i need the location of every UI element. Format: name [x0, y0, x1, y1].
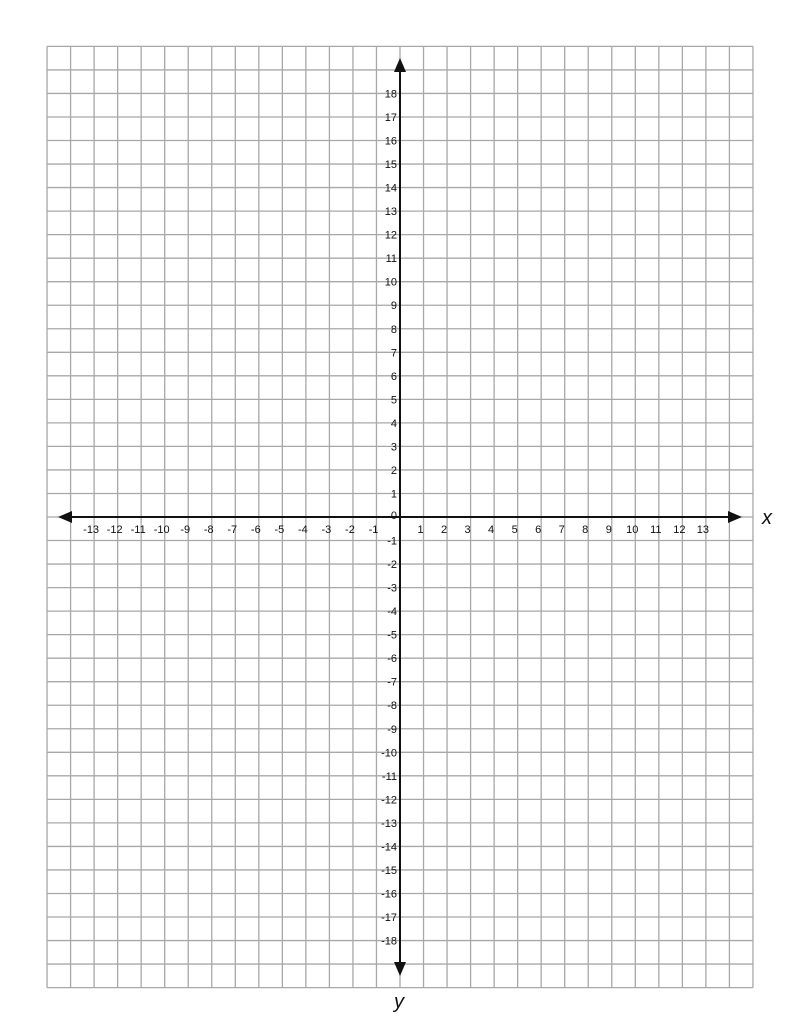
arrow-down-icon — [394, 962, 406, 976]
y-tick-label: -5 — [387, 630, 397, 642]
x-tick-label: 1 — [417, 524, 423, 536]
y-tick-label: -1 — [387, 536, 397, 548]
y-tick-label: -12 — [381, 794, 397, 806]
y-tick-label: 10 — [385, 277, 397, 289]
x-tick-label: -5 — [274, 524, 284, 536]
y-tick-label: 15 — [385, 159, 397, 171]
y-tick-label: 17 — [385, 112, 397, 124]
y-tick-label: 4 — [391, 418, 397, 430]
x-tick-label: -3 — [322, 524, 332, 536]
y-tick-label: 7 — [391, 347, 397, 359]
x-tick-label: 5 — [512, 524, 518, 536]
x-tick-label: -10 — [154, 524, 170, 536]
y-tick-label: 5 — [391, 394, 397, 406]
y-axis-label: y — [392, 991, 405, 1013]
x-tick-label: 7 — [559, 524, 565, 536]
x-tick-label: 8 — [582, 524, 588, 536]
x-tick-label: -4 — [298, 524, 308, 536]
x-tick-label: 4 — [488, 524, 494, 536]
y-tick-label: -18 — [381, 936, 397, 948]
x-tick-label: 10 — [626, 524, 638, 536]
y-tick-label: 12 — [385, 230, 397, 242]
y-tick-label: -9 — [387, 724, 397, 736]
y-tick-label: 9 — [391, 300, 397, 312]
y-tick-label: 16 — [385, 136, 397, 148]
x-tick-label: -2 — [345, 524, 355, 536]
y-tick-label: -6 — [387, 653, 397, 665]
y-tick-label: 6 — [391, 371, 397, 383]
x-tick-label: -11 — [131, 524, 146, 536]
y-tick-label: 2 — [391, 465, 397, 477]
x-tick-label: 2 — [441, 524, 447, 536]
y-tick-label: 13 — [385, 206, 397, 218]
x-tick-label: 3 — [465, 524, 471, 536]
y-tick-label: -16 — [381, 888, 397, 900]
y-tick-label: -3 — [387, 583, 397, 595]
y-tick-label: -13 — [381, 818, 397, 830]
arrow-right-icon — [728, 511, 742, 523]
y-tick-label: -2 — [387, 559, 397, 571]
x-tick-label: 11 — [650, 524, 661, 536]
y-tick-label: -14 — [381, 841, 397, 853]
y-tick-label: 11 — [386, 253, 397, 265]
axes — [58, 58, 742, 976]
y-tick-label: -4 — [387, 606, 397, 618]
y-tick-label: 1 — [391, 488, 397, 500]
y-tick-label: -11 — [382, 771, 397, 783]
y-tick-label: -10 — [381, 747, 397, 759]
y-tick-label: 3 — [391, 441, 397, 453]
x-axis-label: x — [761, 507, 773, 529]
x-tick-label: -7 — [227, 524, 237, 536]
x-tick-label: 12 — [673, 524, 685, 536]
y-tick-label: -8 — [387, 700, 397, 712]
x-tick-label: 13 — [697, 524, 709, 536]
y-tick-label: -17 — [381, 912, 397, 924]
y-tick-label: 0 — [391, 510, 397, 522]
arrow-left-icon — [58, 511, 72, 523]
y-tick-label: 18 — [385, 88, 397, 100]
y-tick-label: 8 — [391, 324, 397, 336]
arrow-up-icon — [394, 58, 406, 72]
y-tick-label: 14 — [385, 183, 397, 195]
x-tick-label: 6 — [535, 524, 541, 536]
y-tick-label: -15 — [381, 865, 397, 877]
y-tick-label: -7 — [387, 677, 397, 689]
x-tick-label: -9 — [180, 524, 190, 536]
x-tick-label: -13 — [83, 524, 99, 536]
x-tick-label: -1 — [369, 524, 379, 536]
x-tick-label: -6 — [251, 524, 261, 536]
tick-labels: -13 -12 -11 -10 -9 -8 -7 -6 -5 -4 -3 -2 -1 1 2 3 4 5 6 7 8 9 1… — [83, 88, 709, 947]
x-tick-label: -12 — [107, 524, 123, 536]
x-tick-label: -8 — [204, 524, 214, 536]
x-tick-label: 9 — [606, 524, 612, 536]
